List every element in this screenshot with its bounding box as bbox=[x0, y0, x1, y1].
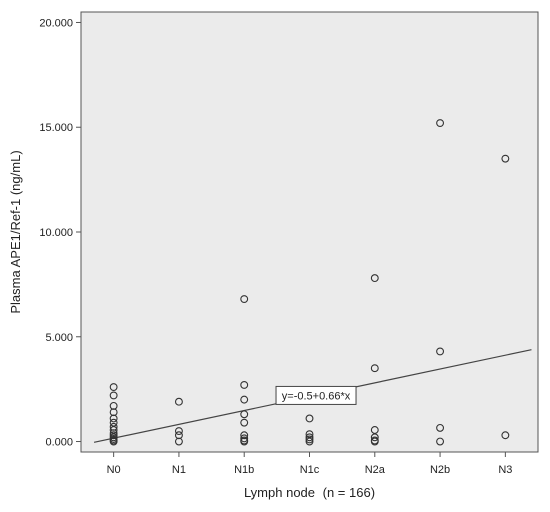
x-tick-label: N0 bbox=[107, 464, 121, 476]
data-point bbox=[436, 347, 445, 356]
data-point bbox=[436, 423, 445, 432]
data-point bbox=[436, 119, 445, 127]
data-point bbox=[305, 437, 314, 446]
y-axis-ticks: 0.000 5.000 10.000 15.000 20.000 bbox=[39, 17, 81, 449]
data-point bbox=[501, 431, 510, 440]
data-point bbox=[109, 383, 118, 391]
x-tick-label: N3 bbox=[498, 464, 512, 476]
data-point bbox=[109, 437, 118, 446]
data-point bbox=[240, 410, 249, 419]
data-point bbox=[240, 434, 249, 443]
data-point bbox=[240, 381, 249, 389]
data-point bbox=[305, 433, 314, 442]
y-tick-label: 0.000 bbox=[45, 437, 73, 449]
regression-equation-box: y=-0.5+0.66*x bbox=[275, 385, 357, 405]
plot-area bbox=[80, 11, 539, 453]
data-point bbox=[370, 274, 379, 283]
data-point bbox=[240, 395, 249, 404]
data-point bbox=[109, 414, 118, 423]
data-point bbox=[305, 435, 314, 444]
data-point bbox=[501, 154, 510, 163]
data-point bbox=[240, 295, 249, 303]
data-point bbox=[109, 391, 118, 400]
data-point bbox=[305, 414, 314, 423]
data-point bbox=[240, 418, 249, 427]
x-axis-title: Lymph node (n = 166) bbox=[244, 485, 375, 500]
equation-box-frame bbox=[275, 385, 357, 405]
y-tick-label: 15.000 bbox=[39, 122, 73, 134]
y-tick-label: 5.000 bbox=[45, 332, 73, 344]
data-point bbox=[174, 437, 183, 446]
data-point bbox=[370, 437, 379, 446]
data-point bbox=[370, 364, 379, 373]
y-axis-title: Plasma APE1/Ref-1 (ng/mL) bbox=[8, 150, 23, 313]
y-tick-label: 10.000 bbox=[39, 227, 73, 239]
x-tick-label: N1 bbox=[172, 464, 186, 476]
data-points bbox=[109, 119, 510, 446]
data-point bbox=[174, 427, 183, 435]
x-axis-ticks: N0 N1 N1b N1c N2a N2b N3 bbox=[107, 452, 512, 476]
x-axis-title-main: Lymph node bbox=[244, 485, 315, 500]
x-axis-title-n: (n = 166) bbox=[323, 485, 375, 500]
y-tick-label: 20.000 bbox=[39, 17, 73, 29]
x-tick-label: N2a bbox=[365, 464, 386, 476]
x-tick-label: N1b bbox=[234, 464, 254, 476]
x-tick-label: N1c bbox=[300, 464, 320, 476]
equation-label: y=-0.5+0.66*x bbox=[282, 390, 351, 402]
data-point bbox=[436, 437, 445, 446]
data-point bbox=[240, 437, 249, 446]
data-point bbox=[174, 397, 183, 406]
x-tick-label: N2b bbox=[430, 464, 450, 476]
data-point bbox=[370, 433, 379, 442]
